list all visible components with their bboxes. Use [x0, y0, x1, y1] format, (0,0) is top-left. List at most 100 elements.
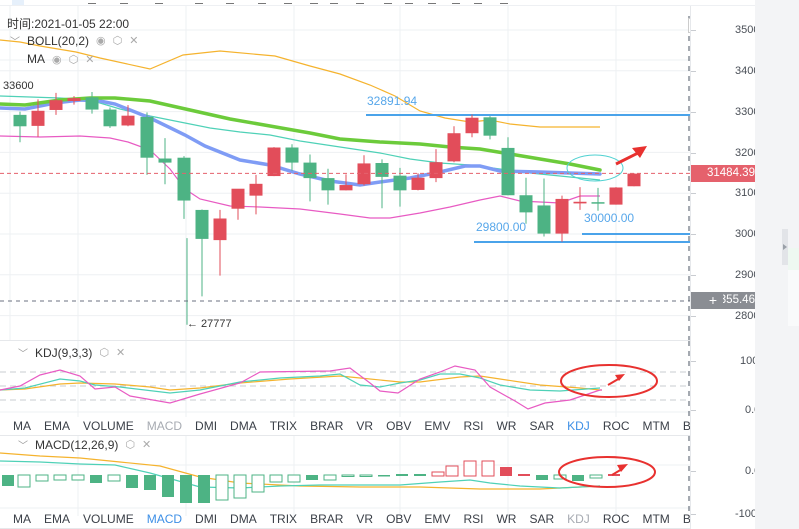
candle[interactable] [609, 187, 623, 205]
candle[interactable] [501, 137, 515, 196]
gear-icon[interactable]: ⬡ [125, 439, 135, 451]
resistance-label[interactable]: 32891.94 [367, 94, 418, 108]
tab-kdj[interactable]: KDJ [567, 512, 590, 526]
price-axis[interactable]: 35000.00 34000.00 33000.00 32000.00 3100… [690, 6, 781, 529]
tab-macd[interactable]: MACD [146, 512, 183, 526]
candlestick-chart[interactable] [0, 6, 690, 340]
chevron-down-icon[interactable]: ﹀ [18, 441, 28, 452]
tab-wr[interactable]: WR [496, 512, 517, 526]
toolbar-tool-icon[interactable] [88, 0, 96, 4]
candle[interactable] [357, 155, 371, 186]
tab-vr[interactable]: VR [356, 419, 374, 433]
tab-dma[interactable]: DMA [230, 512, 257, 526]
candle[interactable] [411, 173, 425, 191]
toolbar-tool-icon[interactable] [195, 0, 203, 4]
toolbar-tool-icon[interactable] [500, 0, 508, 4]
toolbar-tool-icon[interactable] [474, 0, 482, 4]
candle[interactable] [447, 126, 461, 163]
candle[interactable] [591, 187, 605, 211]
main-price-pane[interactable] [0, 6, 690, 340]
toolbar-tool-icon[interactable] [258, 0, 266, 4]
tab-dmi[interactable]: DMI [195, 419, 218, 433]
chevron-down-icon[interactable]: ﹀ [18, 349, 28, 360]
candle[interactable] [67, 96, 81, 105]
macd-pane[interactable] [0, 436, 690, 516]
candle[interactable] [627, 173, 641, 187]
toolbar-tool-icon[interactable] [384, 0, 392, 4]
toolbar-tool-icon[interactable] [330, 0, 338, 4]
tab-kdj[interactable]: KDJ [567, 419, 590, 433]
gear-icon[interactable]: ⬡ [68, 53, 79, 66]
tab-dmi[interactable]: DMI [195, 512, 218, 526]
candle[interactable] [13, 111, 27, 143]
tab-ma[interactable]: MA [13, 419, 31, 433]
tab-emv[interactable]: EMV [424, 419, 451, 433]
gear-icon[interactable]: ⬡ [99, 347, 109, 359]
eye-icon[interactable]: ◉ [96, 35, 106, 47]
toolbar-cursor-button[interactable] [12, 0, 24, 5]
toolbar-tool-icon[interactable] [120, 0, 128, 4]
tab-obv[interactable]: OBV [386, 419, 412, 433]
toolbar-tool-icon[interactable] [428, 0, 436, 4]
candle[interactable] [49, 92, 63, 115]
macd-chart[interactable] [0, 436, 690, 516]
tab-brar[interactable]: BRAR [310, 419, 344, 433]
kdj-pane[interactable] [0, 341, 690, 417]
candle[interactable] [121, 105, 135, 127]
candle[interactable] [285, 144, 299, 171]
candle[interactable] [195, 209, 209, 297]
pane-divider[interactable] [0, 435, 755, 436]
candle[interactable] [231, 188, 245, 220]
eye-icon[interactable]: ◉ [52, 53, 62, 66]
tab-ema[interactable]: EMA [44, 419, 71, 433]
tab-mtm[interactable]: MTM [642, 419, 670, 433]
tab-obv[interactable]: OBV [386, 512, 412, 526]
tab-volume[interactable]: VOLUME [83, 419, 134, 433]
toolbar-tool-icon[interactable] [284, 0, 292, 4]
tab-rsi[interactable]: RSI [463, 419, 484, 433]
candle[interactable] [537, 178, 551, 237]
tab-vr[interactable]: VR [356, 512, 374, 526]
candle[interactable] [85, 92, 99, 114]
close-icon[interactable]: ✕ [115, 347, 126, 359]
support-label-29800[interactable]: 29800.00 [476, 220, 527, 234]
candle[interactable] [573, 187, 587, 210]
candle[interactable] [103, 107, 117, 128]
candle[interactable] [519, 177, 533, 224]
pane-divider[interactable] [0, 340, 755, 341]
chevron-down-icon[interactable]: ﹀ [10, 37, 20, 48]
toolbar-tool-icon[interactable] [155, 0, 163, 4]
candle[interactable] [213, 209, 227, 276]
tab-sar[interactable]: SAR [529, 419, 555, 433]
close-icon[interactable]: ✕ [129, 35, 139, 47]
add-alert-plus-button[interactable]: + [703, 292, 723, 309]
candle[interactable] [303, 154, 317, 202]
candle[interactable] [321, 168, 335, 205]
toolbar-tool-icon[interactable] [356, 0, 364, 4]
candle[interactable] [177, 156, 191, 219]
tab-brar[interactable]: BRAR [310, 512, 344, 526]
tab-dma[interactable]: DMA [230, 419, 257, 433]
toolbar-tool-icon[interactable] [310, 0, 318, 4]
close-icon[interactable]: ✕ [141, 439, 152, 451]
tab-roc[interactable]: ROC [602, 512, 630, 526]
candle[interactable] [158, 138, 172, 185]
candle[interactable] [140, 112, 154, 175]
tab-macd[interactable]: MACD [146, 419, 183, 433]
toolbar-tool-icon[interactable] [405, 0, 413, 4]
tab-ma[interactable]: MA [13, 512, 31, 526]
tab-emv[interactable]: EMV [424, 512, 451, 526]
tab-wr[interactable]: WR [496, 419, 517, 433]
candle[interactable] [465, 114, 479, 138]
tab-ema[interactable]: EMA [44, 512, 71, 526]
candle[interactable] [267, 147, 281, 177]
candle[interactable] [393, 167, 407, 207]
tab-sar[interactable]: SAR [529, 512, 555, 526]
support-label-30000[interactable]: 30000.00 [584, 211, 635, 225]
tab-trix[interactable]: TRIX [269, 512, 298, 526]
candle[interactable] [555, 195, 569, 242]
tab-roc[interactable]: ROC [602, 419, 630, 433]
tab-trix[interactable]: TRIX [269, 419, 298, 433]
gear-icon[interactable]: ⬡ [112, 35, 123, 47]
tab-rsi[interactable]: RSI [463, 512, 484, 526]
